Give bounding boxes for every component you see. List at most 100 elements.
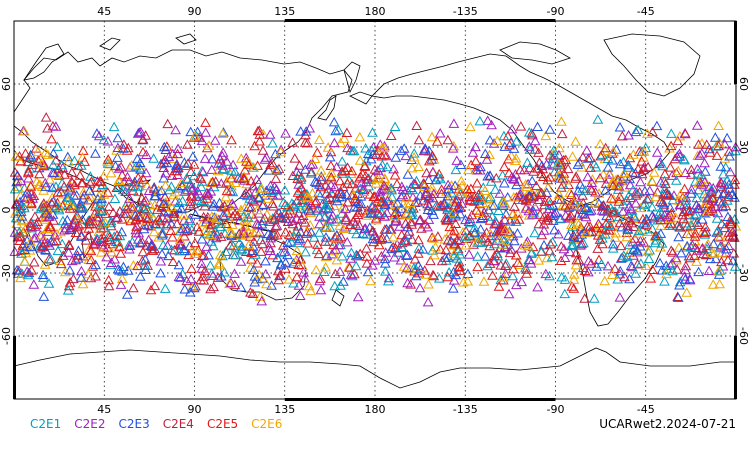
observation-marker-c2e5: [373, 239, 385, 250]
observation-marker-c2e3: [379, 198, 391, 209]
observation-marker-c2e5: [111, 229, 123, 240]
observation-marker-c2e1: [113, 181, 124, 191]
observation-marker-c2e2: [209, 135, 221, 145]
observation-marker-c2e1: [667, 265, 678, 276]
observation-marker-c2e5: [346, 165, 358, 176]
observation-marker-c2e6: [706, 247, 718, 258]
observation-marker-c2e6: [370, 214, 382, 225]
observation-marker-c2e6: [455, 186, 467, 196]
observation-marker-c2e6: [46, 192, 58, 202]
observation-marker-c2e6: [576, 161, 588, 172]
observation-marker-c2e5: [246, 254, 257, 264]
observation-marker-c2e1: [133, 186, 144, 197]
observation-marker-c2e2: [192, 185, 203, 196]
observation-marker-c2e5: [684, 252, 696, 263]
observation-marker-c2e3: [630, 167, 641, 178]
frame-thick-segment: [734, 336, 737, 399]
observation-marker-c2e2: [345, 253, 356, 263]
observation-marker-c2e6: [568, 274, 580, 284]
observation-marker-c2e6: [589, 197, 601, 207]
observation-marker-c2e6: [540, 130, 552, 141]
observation-marker-c2e6: [88, 212, 99, 223]
observation-marker-c2e4: [139, 203, 150, 213]
legend-item-c2e5: C2E5: [206, 417, 239, 431]
observation-marker-c2e3: [40, 208, 52, 218]
observation-marker-c2e5: [295, 172, 307, 182]
bottom-lon-label: 135: [274, 403, 295, 416]
observation-marker-c2e3: [187, 151, 199, 161]
observation-marker-c2e1: [659, 183, 671, 194]
observation-marker-c2e1: [336, 208, 348, 218]
observation-marker-c2e1: [408, 148, 420, 158]
observation-marker-c2e3: [177, 180, 188, 191]
observation-marker-c2e1: [229, 166, 241, 177]
observation-marker-c2e2: [506, 123, 518, 134]
observation-marker-c2e5: [79, 156, 90, 166]
observation-marker-c2e1: [546, 251, 558, 262]
observation-marker-c2e4: [419, 265, 431, 275]
observation-marker-c2e4: [46, 197, 57, 208]
observation-marker-c2e2: [196, 258, 207, 268]
observation-marker-c2e3: [158, 206, 170, 217]
observation-marker-c2e5: [189, 237, 201, 248]
observation-marker-c2e3: [717, 201, 729, 212]
observation-marker-c2e3: [410, 270, 422, 281]
observation-marker-c2e5: [558, 154, 570, 165]
observation-marker-c2e3: [357, 228, 369, 238]
observation-marker-c2e6: [598, 169, 609, 179]
observation-marker-c2e1: [603, 219, 614, 230]
observation-marker-c2e2: [423, 214, 435, 224]
observation-marker-c2e1: [623, 190, 635, 200]
observation-marker-c2e1: [320, 199, 332, 210]
observation-marker-c2e5: [530, 180, 542, 191]
observation-marker-c2e3: [423, 174, 435, 184]
observation-marker-c2e5: [273, 212, 285, 223]
observation-marker-c2e5: [115, 248, 127, 258]
observation-marker-c2e2: [451, 155, 463, 165]
observation-marker-c2e4: [103, 280, 115, 291]
observation-marker-c2e4: [270, 221, 281, 231]
observation-marker-c2e1: [77, 201, 89, 212]
observation-marker-c2e2: [299, 272, 310, 283]
observation-marker-c2e5: [544, 171, 556, 182]
observation-marker-c2e6: [568, 196, 580, 207]
observation-marker-c2e4: [299, 217, 311, 227]
observation-marker-c2e4: [592, 243, 604, 253]
observation-marker-c2e2: [686, 184, 697, 194]
alaska-coast: [349, 91, 373, 105]
observation-marker-c2e3: [112, 152, 123, 162]
observation-marker-c2e3: [430, 174, 442, 185]
observation-marker-c2e1: [511, 136, 522, 146]
observation-marker-c2e2: [207, 270, 219, 280]
observation-marker-c2e3: [699, 166, 711, 176]
observation-marker-c2e5: [579, 265, 591, 275]
observation-marker-c2e1: [380, 266, 391, 276]
observation-marker-c2e1: [469, 222, 480, 233]
observation-marker-c2e1: [360, 229, 372, 239]
observation-marker-c2e4: [629, 233, 641, 243]
observation-marker-c2e3: [328, 116, 340, 127]
observation-marker-c2e1: [580, 185, 591, 195]
observation-marker-c2e6: [507, 209, 519, 219]
observation-marker-c2e3: [675, 247, 687, 258]
observation-marker-c2e1: [482, 260, 493, 271]
observation-marker-c2e2: [264, 216, 275, 226]
observation-marker-c2e4: [76, 230, 87, 240]
observation-marker-c2e3: [624, 273, 635, 284]
observation-marker-c2e4: [665, 245, 677, 255]
observation-marker-c2e3: [508, 143, 520, 153]
observation-marker-c2e2: [352, 291, 364, 302]
observation-marker-c2e3: [116, 226, 128, 237]
observation-marker-c2e1: [69, 155, 80, 165]
observation-marker-c2e4: [509, 201, 520, 211]
observation-marker-c2e6: [191, 245, 203, 256]
observation-marker-c2e5: [280, 199, 291, 209]
observation-marker-c2e3: [132, 128, 144, 138]
top-lon-label: 90: [188, 5, 202, 18]
frame-thick-segment: [284, 398, 556, 401]
observation-marker-c2e3: [714, 196, 725, 206]
bottom-lon-label: -135: [453, 403, 478, 416]
observation-marker-c2e3: [272, 252, 283, 263]
observation-marker-c2e5: [193, 226, 205, 236]
observation-marker-c2e5: [449, 199, 460, 210]
